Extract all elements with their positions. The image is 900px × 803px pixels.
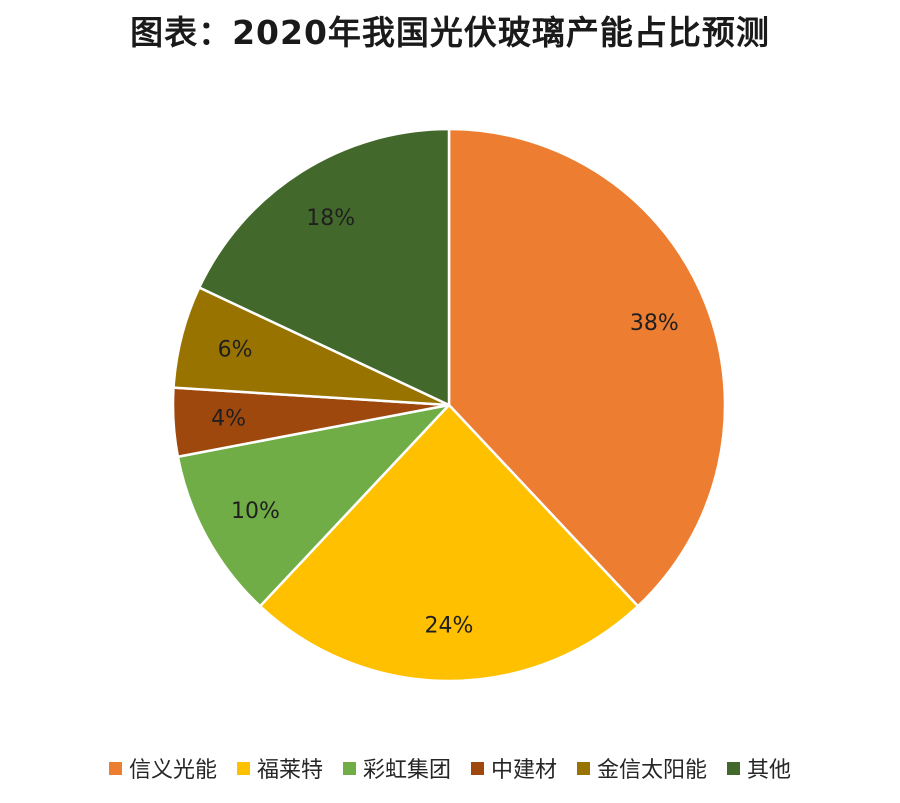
slice-label-4: 6% [218,338,253,363]
legend-swatch [577,761,591,775]
legend-swatch [471,761,484,775]
legend-item-3: 中建材 [471,752,557,784]
slice-label-3: 4% [211,406,246,431]
legend-label: 福莱特 [256,758,323,783]
slice-label-1: 24% [425,613,474,638]
legend-item-5: 其他 [727,752,791,784]
chart-title: 图表：2020年我国光伏玻璃产能占比预测 [130,13,770,52]
pie-slice-2 [176,403,451,608]
pie-slices [171,127,727,683]
pie-chart: 38% 24% 10% 4% 6% 18% [171,127,727,683]
legend-item-4: 金信太阳能 [577,752,707,784]
slice-label-2: 10% [231,499,280,524]
legend-label: 金信太阳能 [597,758,708,783]
legend-label: 信义光能 [128,758,217,783]
legend-label: 中建材 [491,758,558,783]
legend-swatch [236,761,250,775]
slice-label-5: 18% [306,206,355,231]
pie-data-labels: 38% 24% 10% 4% 6% 18% [211,206,679,638]
legend-label: 彩虹集团 [362,758,451,783]
pie-slice-1 [258,403,640,683]
chart-legend: 信义光能 福莱特 彩虹集团 中建材 金信太阳能 其他 [0,752,900,784]
legend-swatch [727,761,741,775]
legend-swatch [108,761,122,775]
legend-item-1: 福莱特 [236,752,323,784]
pie-slice-5 [198,127,451,407]
legend-item-2: 彩虹集团 [342,752,451,784]
slice-label-0: 38% [630,311,679,336]
legend-label: 其他 [747,758,792,783]
legend-swatch [342,761,356,775]
legend-item-0: 信义光能 [108,752,217,784]
pie-slice-0 [447,127,727,608]
